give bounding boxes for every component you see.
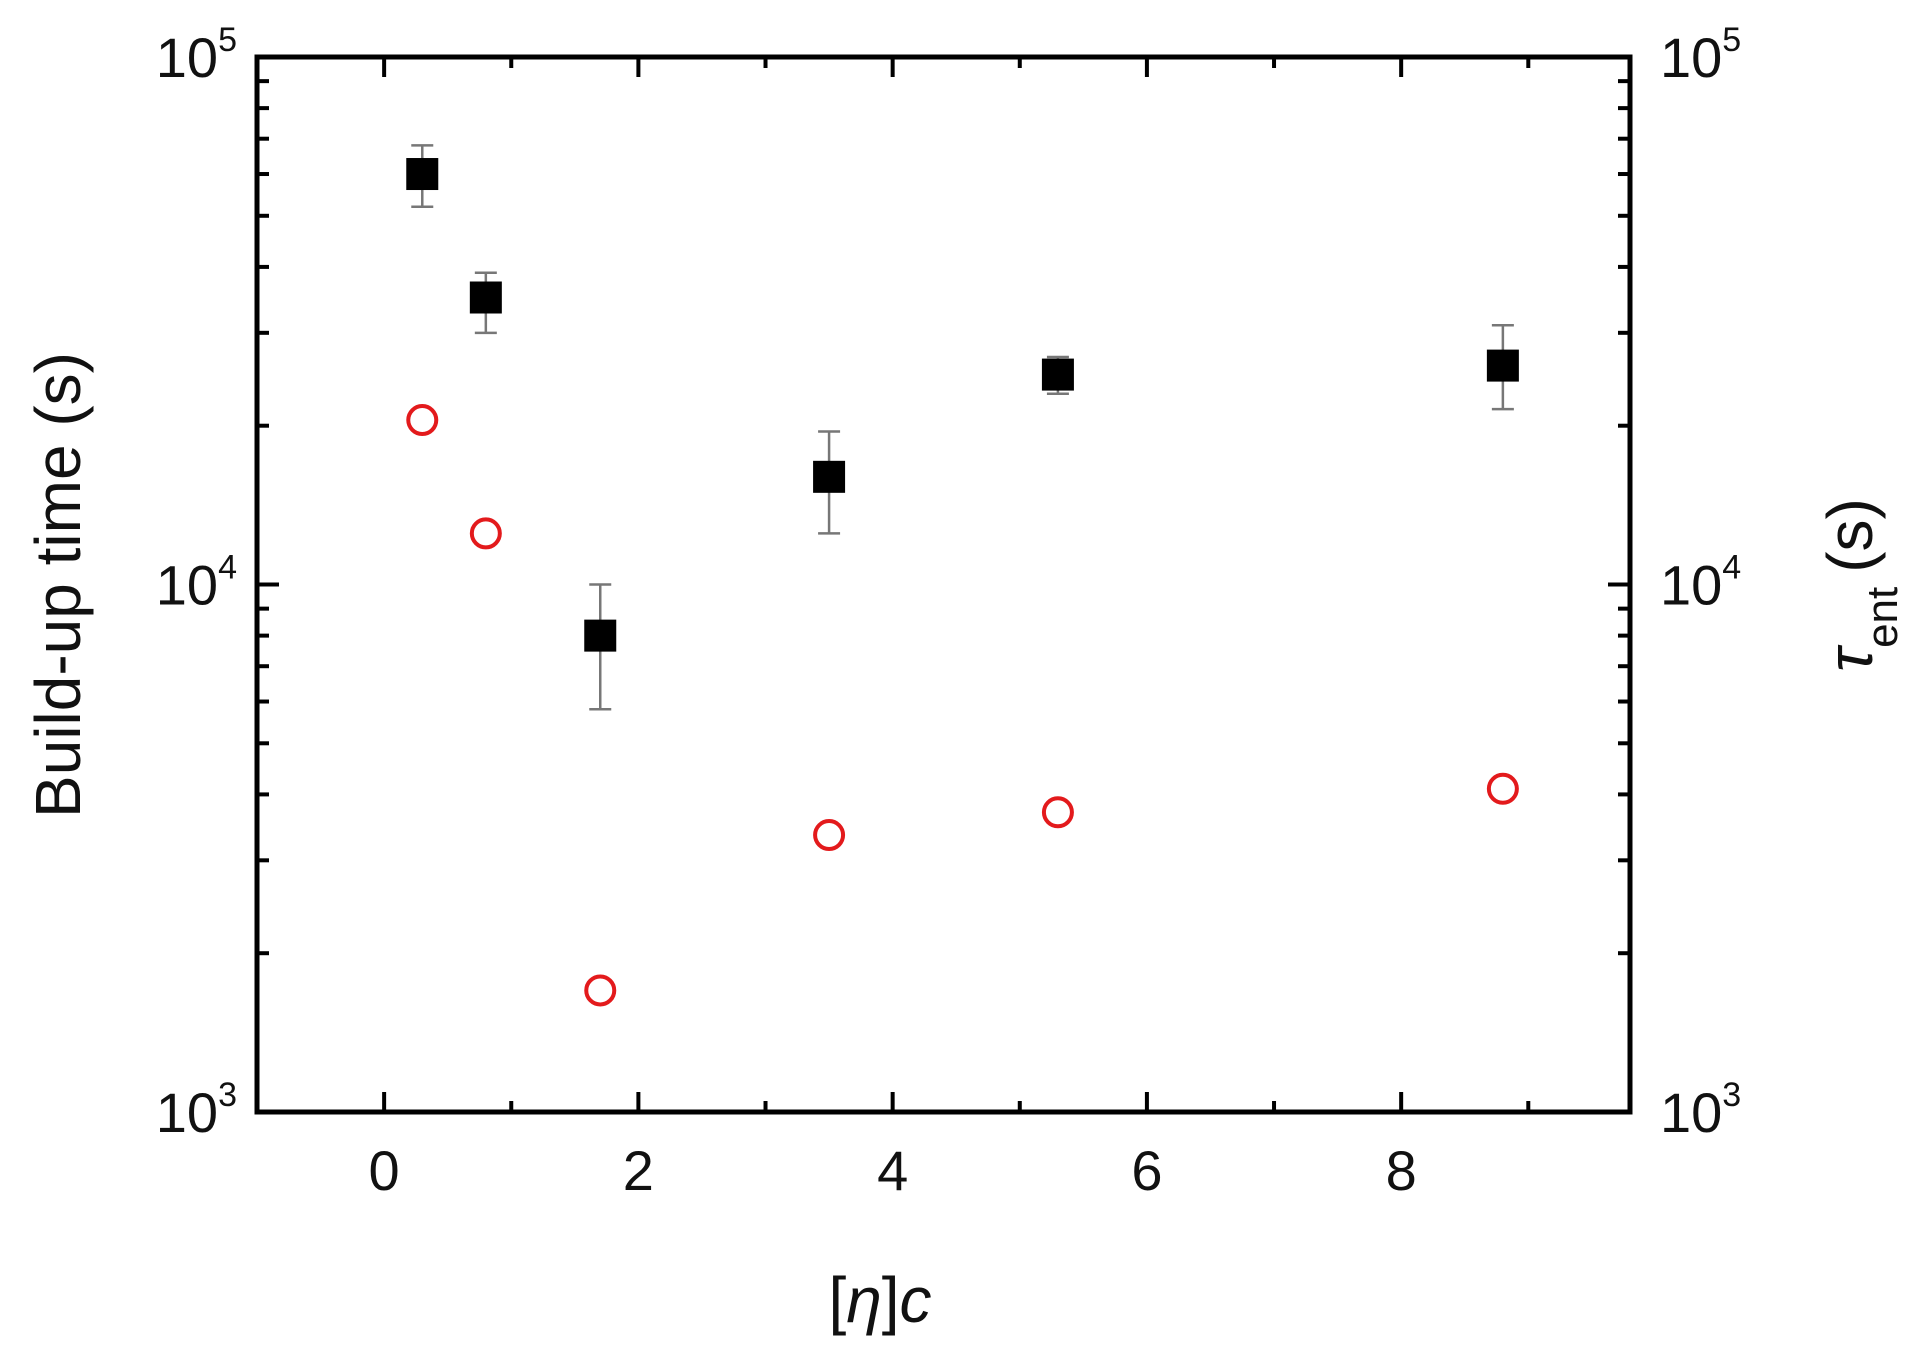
x-axis-title: [η]c — [828, 1264, 931, 1336]
x-title-prefix: [ — [828, 1264, 846, 1336]
eta-symbol: η — [846, 1264, 882, 1336]
error-bars — [411, 144, 1514, 711]
x-tick-label: 0 — [369, 1139, 400, 1202]
x-title-suffix: ] — [882, 1264, 900, 1336]
square-marker — [813, 460, 846, 493]
square-marker — [584, 619, 617, 652]
plot-frame — [254, 54, 1633, 1115]
circle-marker — [1486, 772, 1519, 805]
x-tick-label: 2 — [623, 1139, 654, 1202]
right-unit: (s) — [1814, 498, 1886, 573]
axis-ticks — [255, 55, 1630, 1114]
data-marks — [406, 158, 1519, 1007]
x-tick-label: 8 — [1386, 1139, 1417, 1202]
square-marker — [406, 158, 439, 191]
y-right-tick-label: 103 — [1660, 1076, 1741, 1144]
y-left-tick-label: 105 — [156, 21, 237, 89]
x-tick-label: 4 — [877, 1139, 908, 1202]
y-axis-left-title: Build-up time (s) — [22, 352, 94, 818]
circle-marker — [1041, 796, 1074, 829]
square-marker — [1486, 349, 1519, 382]
x-tick-label: 6 — [1131, 1139, 1162, 1202]
y-axis-right-title: τent (s) — [1814, 498, 1907, 672]
ent-subscript: ent — [1858, 587, 1907, 648]
tick-labels: 0 2 4 6 8 103 103 104 104 105 105 — [156, 21, 1741, 1202]
x-title-var: c — [900, 1264, 932, 1336]
circle-marker — [406, 404, 439, 437]
y-right-tick-label: 105 — [1660, 21, 1741, 89]
tau-symbol: τ — [1814, 644, 1886, 672]
y-right-tick-label: 104 — [1660, 549, 1741, 617]
y-left-tick-label: 103 — [156, 1076, 237, 1144]
square-marker — [1041, 358, 1074, 391]
circle-marker — [469, 517, 502, 550]
y-left-tick-label: 104 — [156, 549, 237, 617]
circle-marker — [584, 974, 617, 1007]
circle-marker — [813, 819, 846, 852]
square-marker — [469, 281, 502, 314]
